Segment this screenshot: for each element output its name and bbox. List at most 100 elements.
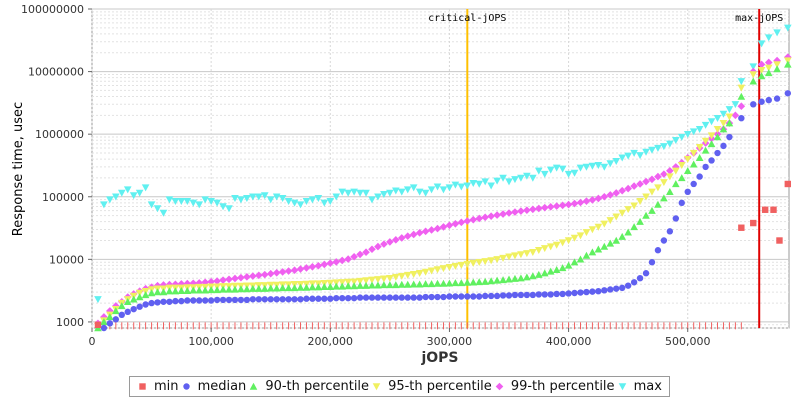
point-90-th-percentile: [374, 281, 382, 289]
point-max: [757, 40, 766, 48]
point-max: [493, 177, 501, 185]
marker-label: max-jOPS: [735, 13, 783, 24]
point-99-th-percentile: [511, 208, 519, 216]
point-95-th-percentile: [588, 226, 597, 234]
point-90-th-percentile: [487, 277, 495, 285]
point-median: [470, 293, 477, 300]
point-95-th-percentile: [677, 161, 686, 169]
point-median: [136, 303, 143, 310]
point-99-th-percentile: [165, 280, 174, 289]
point-median: [166, 298, 173, 305]
point-max: [213, 199, 221, 207]
point-median: [613, 285, 620, 292]
point-max: [338, 188, 347, 196]
y-axis-ticks: 1000 10000 100000 1000000 10000000 100000000: [21, 3, 92, 329]
point-99-th-percentile: [231, 274, 239, 283]
point-95-th-percentile: [594, 223, 603, 231]
point-max: [117, 189, 126, 197]
point-99-th-percentile: [415, 229, 424, 237]
legend-label: min: [154, 379, 179, 394]
point-max: [523, 172, 531, 180]
point-median: [476, 293, 483, 300]
point-median: [773, 95, 781, 102]
point-max: [606, 160, 615, 168]
point-95-th-percentile: [499, 254, 507, 262]
point-median: [160, 298, 167, 305]
point-99-th-percentile: [463, 217, 472, 225]
point-90-th-percentile: [386, 281, 394, 289]
point-median: [124, 308, 131, 316]
point-99-th-percentile: [534, 204, 543, 213]
point-max: [719, 110, 728, 118]
point-max: [588, 162, 597, 170]
x-tick-label: 500,000: [665, 335, 711, 348]
point-median: [190, 297, 197, 304]
point-95-th-percentile: [493, 256, 501, 264]
point-max: [296, 201, 305, 209]
point-max: [135, 189, 144, 197]
point-90-th-percentile: [433, 279, 442, 287]
point-90-th-percentile: [493, 276, 501, 284]
point-90-th-percentile: [570, 258, 579, 266]
point-max: [594, 161, 603, 169]
legend-marker: [139, 383, 146, 390]
point-max: [529, 174, 537, 182]
plot-background: [91, 8, 790, 329]
point-max: [624, 152, 632, 160]
point-median: [702, 163, 709, 171]
point-median: [559, 290, 566, 298]
point-max: [564, 170, 573, 178]
point-median: [440, 293, 447, 301]
point-max: [469, 179, 478, 187]
point-90-th-percentile: [660, 194, 668, 202]
point-95-th-percentile: [487, 257, 495, 265]
point-90-th-percentile: [606, 239, 615, 247]
point-90-th-percentile: [588, 248, 597, 256]
legend-label: 95-th percentile: [388, 379, 492, 394]
point-median: [452, 293, 459, 300]
point-max: [600, 163, 609, 171]
legend-swatch: [139, 383, 146, 390]
point-99-th-percentile: [326, 259, 335, 267]
point-max: [314, 194, 323, 202]
point-max: [368, 196, 376, 204]
point-95-th-percentile: [618, 209, 626, 217]
point-median: [577, 289, 584, 296]
point-90-th-percentile: [701, 146, 710, 154]
point-median: [315, 295, 322, 302]
point-90-th-percentile: [326, 282, 335, 290]
point-90-th-percentile: [630, 223, 638, 231]
point-max: [266, 196, 275, 204]
point-max: [106, 196, 114, 204]
point-90-th-percentile: [123, 297, 132, 305]
point-95-th-percentile: [421, 268, 430, 276]
point-max: [183, 197, 192, 205]
point-max: [278, 194, 287, 202]
point-99-th-percentile: [600, 192, 609, 201]
point-median: [243, 296, 251, 304]
point-99-th-percentile: [296, 265, 305, 273]
point-min: [94, 321, 102, 328]
point-99-th-percentile: [594, 194, 603, 203]
point-99-th-percentile: [588, 196, 597, 204]
point-median: [624, 282, 632, 289]
point-median: [178, 297, 185, 305]
point-90-th-percentile: [153, 288, 162, 296]
point-max: [112, 193, 120, 201]
point-95-th-percentile: [534, 247, 543, 255]
point-99-th-percentile: [302, 264, 311, 272]
point-99-th-percentile: [272, 268, 281, 277]
point-99-th-percentile: [392, 236, 400, 244]
point-99-th-percentile: [219, 276, 227, 284]
point-max: [159, 209, 168, 217]
point-max: [481, 178, 489, 186]
point-min: [750, 219, 757, 227]
point-median: [374, 294, 382, 301]
point-median: [172, 297, 179, 305]
point-median: [213, 296, 221, 304]
point-90-th-percentile: [534, 270, 543, 278]
point-95-th-percentile: [540, 245, 549, 253]
point-90-th-percentile: [207, 286, 215, 294]
point-95-th-percentile: [576, 232, 585, 240]
point-90-th-percentile: [171, 287, 180, 295]
